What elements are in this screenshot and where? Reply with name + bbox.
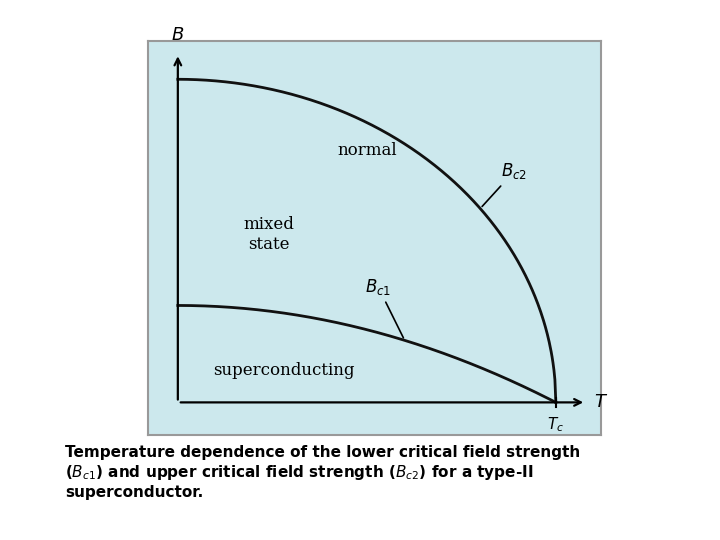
Text: $B$: $B$	[171, 26, 184, 44]
Text: normal: normal	[337, 142, 397, 159]
Text: Temperature dependence of the lower critical field strength
($B_{c1}$) and upper: Temperature dependence of the lower crit…	[65, 446, 580, 500]
Text: $B_{c2}$: $B_{c2}$	[482, 161, 527, 206]
Text: mixed
state: mixed state	[243, 216, 294, 253]
Text: $B_{c1}$: $B_{c1}$	[365, 277, 403, 338]
Text: superconducting: superconducting	[213, 362, 354, 379]
Text: $T_c$: $T_c$	[547, 415, 564, 434]
Text: $T$: $T$	[593, 393, 608, 411]
